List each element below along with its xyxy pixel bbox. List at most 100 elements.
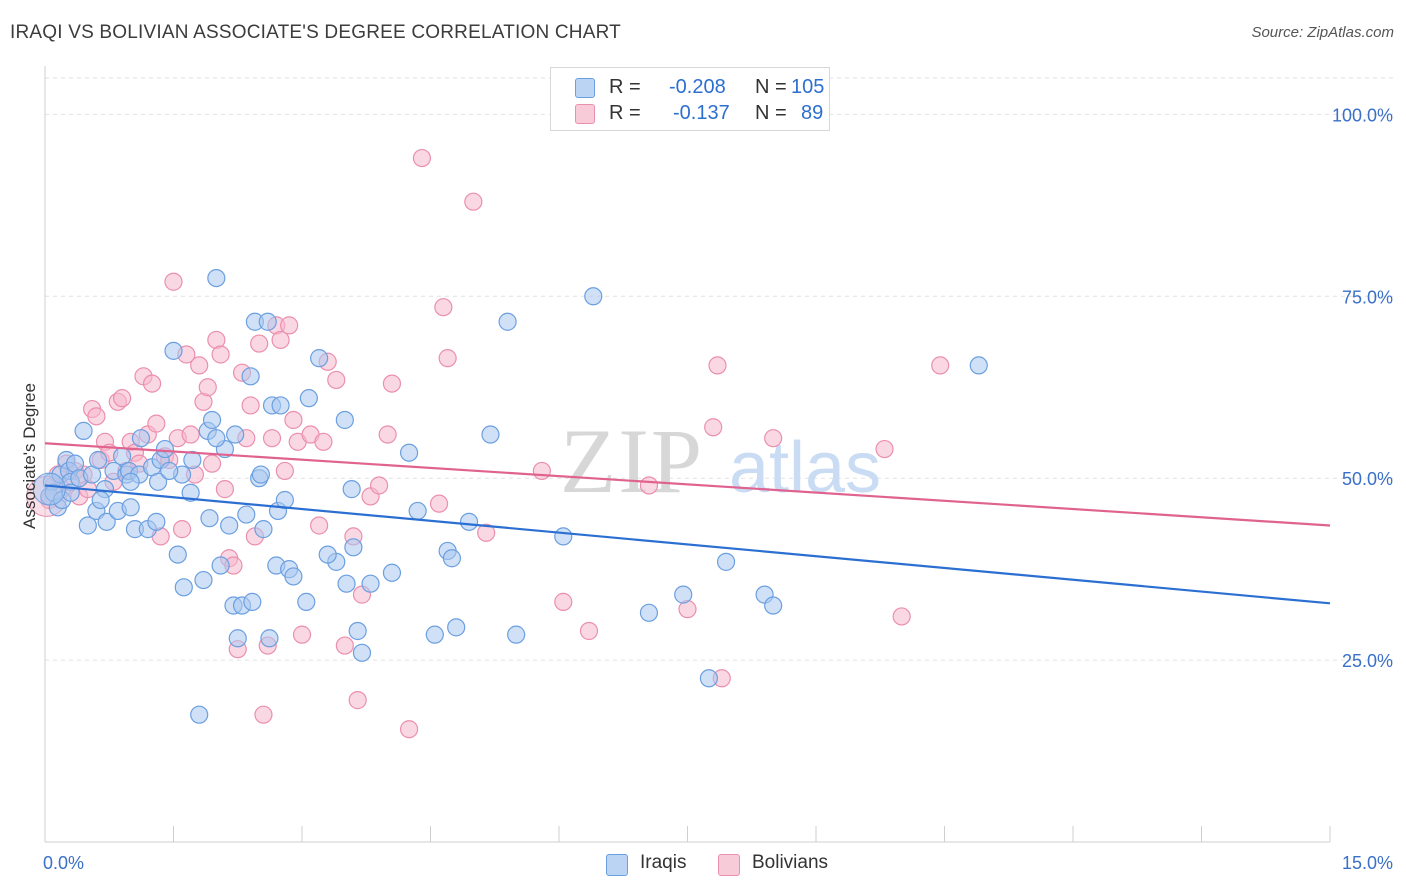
bolivians-trend-line [44,442,1331,527]
watermark-zip: ZIP [560,410,704,512]
iraqis-point [194,570,213,590]
bolivians-point [412,148,432,168]
bottom-legend-label-iraqis: Iraqis [640,852,687,873]
bolivians-point [241,396,260,415]
bolivians-point [172,520,192,539]
iraqis-point [969,356,988,375]
iraqis-point [258,312,277,331]
iraqis-point [174,578,193,597]
bolivians-point [554,592,573,611]
bolivians-point [181,425,200,444]
iraqis-point [78,516,97,535]
iraqis-point [337,574,356,593]
bolivians-point [931,356,950,375]
iraqis-point [442,549,462,568]
iraqis-point [220,516,239,535]
bolivians-point [250,334,269,353]
bolivians-point [434,298,453,317]
bolivians-point [211,345,230,364]
bolivians-point [327,370,346,390]
legend-r-value: -0.137 [673,102,730,124]
bolivians-point [438,349,457,368]
bolivians-point [382,374,402,393]
axis-layer [44,66,1331,843]
iraqis-point [425,625,444,644]
bolivians-point [292,625,312,644]
iraqis-point [183,450,202,470]
iraqis-point [190,705,209,724]
iraqis-point [459,512,479,531]
iraqis-point [211,556,230,575]
legend-swatch-bolivians [575,104,595,124]
bolivians-point [370,476,389,495]
iraqis-point [160,461,179,481]
iraqis-point [481,425,500,444]
iraqis-point [348,621,367,641]
iraqis-point [399,443,419,462]
bolivians-point [708,356,727,375]
iraqis-point [226,425,245,444]
iraqis-point [382,563,402,582]
iraqis-point [168,545,187,564]
iraqis-point [699,669,719,688]
bolivians-point [147,414,166,433]
bolivians-point [335,636,354,655]
iraqis-point [352,643,372,662]
iraqis-point [299,389,318,408]
bolivians-point [254,705,273,724]
iraqis-point [408,501,427,521]
iraqis-point [207,268,226,288]
iraqis-point [674,585,693,604]
bolivians-point [142,374,162,393]
bolivians-point [348,691,367,710]
bolivians-point [464,192,483,211]
source-credit: Source: ZipAtlas.com [1251,24,1394,41]
iraqis-point [207,429,226,448]
iraqis-point [181,483,200,502]
iraqis-point [147,512,166,531]
trend-lines [44,442,1331,605]
bolivians-point [271,330,290,350]
iraqis-point [32,472,66,506]
iraqis-point [254,520,273,539]
iraqis-point [284,567,303,586]
legend-r-value: -0.208 [669,76,726,98]
bolivians-point [190,356,209,375]
bolivians-point [310,516,329,535]
y-tick-label: 25.0% [1342,651,1393,671]
series-bolivians-points [26,148,950,739]
x-tick-label: 15.0% [1342,853,1393,873]
iraqis-point [344,538,363,557]
iraqis-point [89,450,108,470]
y-axis-label: Associate's Degree [20,383,39,529]
iraqis-point [241,367,260,386]
stats-legend: R = -0.208 N = 105 R = -0.137 N = 89 [550,67,830,131]
bolivians-point [875,439,894,459]
iraqis-point [121,472,140,491]
bolivians-point [532,461,551,481]
iraqis-point [639,603,659,622]
iraqis-trend-line [44,484,1331,605]
iraqis-point [243,592,262,611]
bolivians-point [284,410,303,430]
iraqis-point [447,618,466,637]
bolivians-point [215,480,234,499]
iraqis-point [164,341,183,360]
iraqis-point [361,574,380,593]
bottom-legend-label-bolivians: Bolivians [752,852,829,873]
bolivians-point [112,389,132,408]
bolivians-point [87,407,106,426]
iraqis-point [716,552,736,571]
bolivians-point [202,454,222,473]
iraqis-point [498,312,517,331]
bolivians-point [198,378,217,397]
bolivians-point [399,720,419,739]
bolivians-point [262,429,282,448]
y-tick-label: 75.0% [1342,287,1393,307]
bolivians-point [477,523,496,542]
bolivians-point [639,476,659,495]
legend-r-label: R = [609,102,641,124]
tick-labels: 25.0% 50.0% 75.0% 100.0% 0.0% 15.0% [43,105,1393,873]
bolivians-point [704,418,723,437]
